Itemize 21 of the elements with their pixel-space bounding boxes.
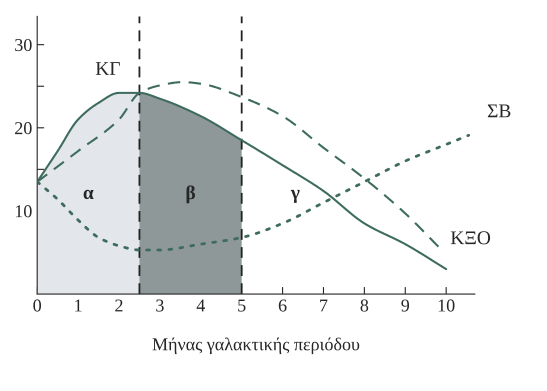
band-label: β <box>186 185 196 204</box>
x-axis-title: Μήνας γαλακτικής περιόδου <box>152 337 360 354</box>
x-tick-label: 9 <box>401 299 410 312</box>
x-tick-label: 8 <box>360 299 368 312</box>
series-label: ΣΒ <box>488 104 510 118</box>
series-label: ΚΓ <box>96 62 120 75</box>
x-tick-label: 6 <box>278 299 287 312</box>
x-tick-label: 4 <box>196 300 206 312</box>
annotation: γ <box>290 190 300 203</box>
series-label: ΚΞΟ <box>450 231 490 244</box>
x-tick-label: 2 <box>115 299 123 312</box>
x-tick-label: 0 <box>33 299 42 312</box>
x-tick-label: 7 <box>320 300 328 312</box>
x-tick-label: 10 <box>438 299 455 312</box>
y-tick-label: 30 <box>15 38 32 52</box>
y-tick-label: 20 <box>15 122 32 134</box>
y-tick-label: 10 <box>16 205 32 218</box>
x-tick-label: 3 <box>156 299 164 312</box>
band-label: α <box>84 190 94 200</box>
x-tick-label: 1 <box>75 300 82 312</box>
x-tick-label: 5 <box>238 300 246 312</box>
